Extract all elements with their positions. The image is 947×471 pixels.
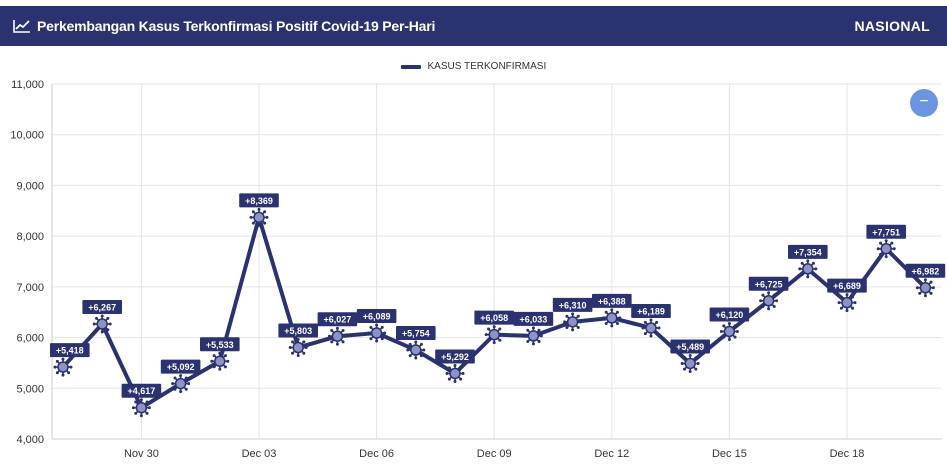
data-label-box [82, 300, 122, 315]
x-tick-label: Nov 30 [124, 448, 159, 460]
data-label-box [239, 193, 279, 208]
data-label: +6,267 [88, 303, 116, 313]
data-point-marker [719, 321, 739, 341]
data-label-box [592, 293, 632, 308]
data-point-marker [406, 340, 426, 360]
data-point-marker [327, 326, 347, 346]
region-badge: NASIONAL [854, 18, 930, 34]
minus-icon: − [919, 93, 929, 110]
data-label-box [396, 326, 436, 341]
data-label: +5,754 [402, 329, 430, 339]
data-label-box [905, 263, 946, 278]
x-tick-label: Dec 03 [242, 448, 277, 460]
data-label-box [866, 224, 906, 239]
data-label: +6,689 [833, 281, 861, 291]
data-label-box [513, 311, 554, 326]
data-label: +5,533 [206, 340, 234, 350]
x-tick-label: Dec 15 [712, 448, 747, 460]
data-label: +6,310 [559, 300, 587, 310]
data-point-marker [53, 357, 73, 377]
data-label-box [748, 276, 789, 291]
y-tick-label: 6,000 [16, 333, 44, 345]
data-point-marker [131, 398, 151, 418]
y-tick-label: 4,000 [16, 434, 44, 446]
data-label-box [278, 323, 318, 338]
data-label: +5,803 [284, 326, 312, 336]
data-label: +5,489 [676, 342, 704, 352]
data-point-marker [759, 291, 779, 311]
legend-swatch [400, 64, 421, 69]
data-label-box [552, 297, 593, 312]
data-label-box [709, 307, 750, 322]
chart-legend[interactable]: KASUS TERKONFIRMASI [0, 61, 947, 72]
data-point-marker [210, 351, 230, 371]
data-label-box [317, 312, 358, 327]
data-point-marker [484, 325, 504, 345]
y-tick-label: 7,000 [16, 282, 44, 294]
header-title-group: Perkembangan Kasus Terkonfirmasi Positif… [13, 6, 435, 46]
y-tick-label: 11,000 [11, 79, 44, 91]
line-chart-icon [13, 19, 31, 33]
data-label-box [160, 359, 201, 374]
data-point-marker [641, 318, 661, 338]
y-tick-label: 8,000 [16, 231, 44, 243]
data-label: +6,033 [520, 314, 548, 324]
x-tick-label: Dec 06 [359, 448, 394, 460]
data-label-box [631, 303, 671, 318]
data-point-marker [563, 312, 583, 332]
data-label: +6,388 [598, 296, 626, 306]
data-label-box [788, 244, 828, 259]
data-point-marker [171, 374, 191, 394]
data-label-box [670, 339, 710, 354]
y-tick-label: 9,000 [16, 180, 44, 192]
y-tick-label: 10,000 [10, 130, 44, 142]
data-label: +6,027 [324, 315, 352, 325]
data-point-marker [367, 323, 387, 343]
data-label-box [200, 337, 240, 352]
chart-header: Perkembangan Kasus Terkonfirmasi Positif… [0, 6, 947, 46]
data-label: +6,058 [480, 313, 508, 323]
data-label: +6,120 [716, 310, 744, 320]
data-label-box [356, 309, 397, 324]
data-label-box [474, 310, 514, 325]
data-label-box [435, 349, 475, 364]
data-point-marker [523, 326, 543, 346]
data-point-marker [798, 259, 818, 279]
legend-label: KASUS TERKONFIRMASI [427, 61, 547, 72]
data-label: +7,354 [794, 247, 822, 257]
x-tick-label: Dec 18 [830, 448, 865, 460]
zoom-out-button[interactable]: − [910, 89, 938, 117]
data-point-marker [445, 363, 465, 383]
x-tick-label: Dec 12 [594, 448, 629, 460]
data-point-marker [92, 314, 112, 334]
chart-title: Perkembangan Kasus Terkonfirmasi Positif… [37, 18, 436, 34]
data-label-box [50, 343, 90, 358]
data-label: +4,617 [128, 386, 156, 396]
data-point-marker [602, 308, 622, 328]
data-label: +5,292 [441, 352, 469, 362]
x-tick-label: Dec 09 [477, 448, 512, 460]
data-label: +6,089 [363, 312, 391, 322]
data-label-box [121, 383, 162, 398]
data-label: +7,751 [872, 227, 900, 237]
data-label: +8,369 [245, 196, 273, 206]
data-point-marker [876, 239, 896, 259]
data-point-marker [915, 278, 935, 298]
data-label: +6,725 [755, 279, 783, 289]
data-label: +6,189 [637, 306, 665, 316]
data-point-marker [680, 353, 700, 373]
data-point-marker [288, 338, 308, 358]
data-label: +5,418 [56, 346, 84, 356]
y-tick-label: 5,000 [16, 383, 44, 395]
data-label-box [827, 278, 867, 293]
data-label: +6,982 [912, 266, 940, 276]
data-point-marker [249, 207, 269, 227]
data-label: +5,092 [167, 362, 195, 372]
data-point-marker [837, 293, 857, 313]
